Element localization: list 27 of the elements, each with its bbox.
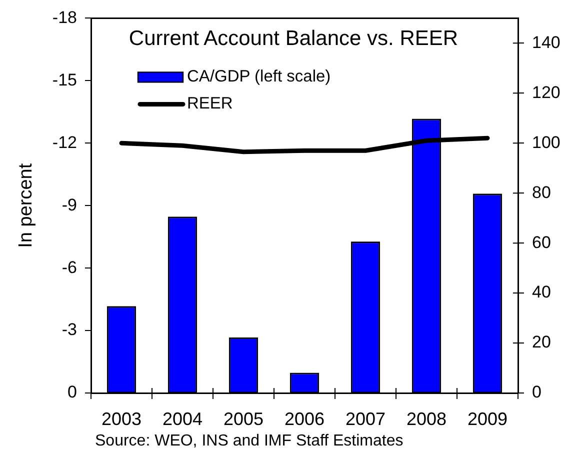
- y2-tick-label: 20: [532, 332, 551, 352]
- x-tick-label: 2004: [162, 408, 203, 429]
- y2-tick-label: 0: [532, 382, 542, 402]
- chart-title: Current Account Balance vs. REER: [128, 26, 458, 50]
- legend-label: CA/GDP (left scale): [187, 68, 331, 86]
- y2-tick-label: 120: [532, 82, 560, 102]
- y2-tick-label: 60: [532, 232, 551, 252]
- y2-tick-label: 40: [532, 282, 551, 302]
- y-axis-title: In percent: [16, 162, 37, 248]
- y2-tick-label: 140: [532, 32, 560, 52]
- y-tick-label: -3: [62, 320, 77, 340]
- y-tick-label: -9: [62, 195, 77, 214]
- x-tick-label: 2007: [345, 408, 386, 429]
- x-tick-label: 2003: [101, 408, 142, 429]
- y-tick-label: -12: [52, 132, 77, 152]
- y-tick-label: -18: [52, 8, 77, 27]
- y2-tick-label: 100: [532, 132, 560, 152]
- x-tick-label: 2006: [284, 408, 325, 429]
- y-tick-label: -6: [62, 258, 77, 277]
- y-tick-label: -15: [52, 70, 77, 90]
- y2-tick-label: 80: [532, 182, 551, 202]
- legend-label: REER: [187, 94, 233, 113]
- y-tick-label: 0: [68, 382, 77, 402]
- x-tick-label: 2005: [223, 408, 264, 429]
- x-tick-label: 2008: [406, 408, 447, 429]
- x-tick-label: 2009: [467, 408, 508, 429]
- source-note: Source: WEO, INS and IMF Staff Estimates: [95, 432, 404, 450]
